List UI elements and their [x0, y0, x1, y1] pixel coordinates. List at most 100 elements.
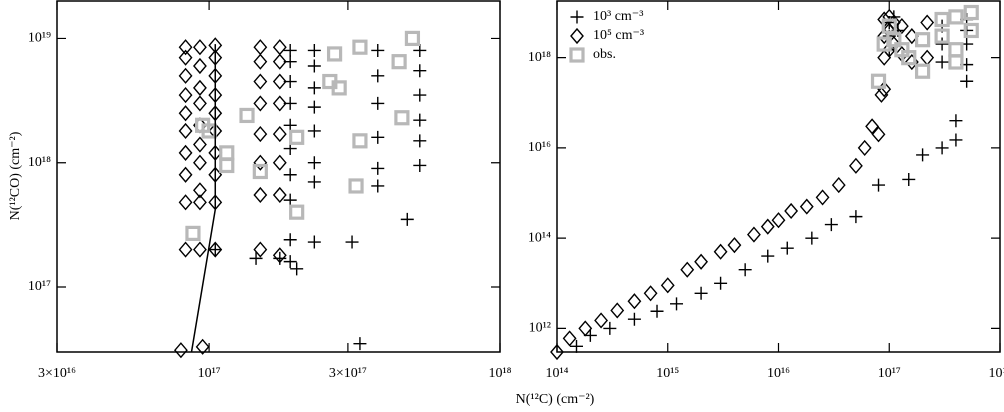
plus-point	[307, 59, 321, 73]
plus-point	[780, 241, 794, 255]
square-point	[289, 129, 305, 145]
plus-point	[761, 249, 775, 263]
model-line	[190, 44, 217, 353]
plus-point	[949, 114, 963, 128]
plus-point	[307, 81, 321, 95]
diamond-point	[877, 49, 892, 66]
x-tick-label: 10¹⁴	[545, 366, 568, 381]
diamond-point	[193, 136, 207, 153]
plus-point	[805, 231, 819, 245]
diamond-point	[562, 330, 577, 347]
square-point	[185, 225, 201, 241]
diamond-point	[848, 157, 863, 174]
y-axis-label: N(¹²CO) (cm⁻²)	[8, 131, 23, 220]
square-point	[901, 50, 917, 66]
plus-point	[307, 175, 321, 189]
x-tick-label: 10¹⁵	[656, 366, 679, 381]
x-axis-label: N(¹²C) (cm⁻²)	[516, 392, 595, 407]
plus-point	[413, 88, 427, 102]
y-tick-label: 10¹²	[529, 321, 551, 336]
plus-point	[413, 134, 427, 148]
plus-point	[935, 141, 949, 155]
square-point	[963, 4, 979, 21]
plus-point	[307, 124, 321, 138]
plus-point	[400, 212, 414, 226]
diamond-point	[178, 67, 193, 84]
plus-point	[960, 74, 974, 88]
square-point	[870, 73, 887, 89]
diamond-point	[831, 177, 846, 194]
diamond-point	[253, 53, 268, 70]
square-point	[331, 80, 347, 96]
diamond-point	[713, 243, 728, 260]
plus-point	[208, 243, 222, 257]
plus-point	[902, 172, 916, 186]
plus-point	[916, 148, 930, 162]
legend-label: obs.	[593, 47, 616, 62]
square-point	[881, 18, 897, 34]
diamond-point	[253, 241, 268, 258]
plus-point	[283, 233, 297, 247]
plus-point	[949, 133, 963, 147]
x-tick-label: 10¹⁸	[988, 366, 1004, 381]
square-point	[239, 107, 255, 124]
diamond-point	[272, 95, 287, 112]
legend-marker	[570, 27, 584, 45]
x-tick-label: 10¹⁷	[198, 366, 221, 381]
diamond-point	[193, 79, 207, 96]
diamond-point	[178, 122, 193, 140]
plus-point	[824, 218, 838, 232]
plus-point	[249, 251, 263, 265]
diamond-point	[727, 237, 742, 254]
diamond-point	[272, 186, 287, 204]
plus-point	[283, 75, 297, 89]
diamond-point	[193, 182, 207, 199]
square-point	[948, 42, 964, 58]
plus-point	[283, 43, 297, 57]
plus-point	[935, 37, 949, 51]
plus-point	[371, 130, 385, 144]
diamond-point	[253, 95, 268, 112]
diamond-point	[178, 194, 193, 211]
plus-point	[849, 210, 863, 224]
plus-point	[413, 113, 427, 127]
y-tick-label: 10¹⁸	[528, 50, 551, 65]
diamond-point	[865, 118, 880, 135]
diamond-point	[874, 86, 889, 103]
diamond-point	[747, 226, 761, 243]
diamond-point	[178, 49, 193, 66]
diamond-point	[253, 39, 268, 56]
diamond-point	[920, 49, 935, 66]
diamond-point	[173, 342, 188, 359]
plus-point	[413, 43, 427, 57]
plus-point	[345, 235, 359, 249]
diamond-point	[894, 18, 909, 35]
square-point	[394, 110, 410, 126]
diamond-point	[272, 125, 287, 143]
plus-point	[307, 156, 321, 170]
diamond-point	[193, 95, 207, 112]
diamond-point	[694, 253, 709, 270]
plus-point	[290, 262, 304, 276]
y-tick-label: 10¹⁴	[528, 230, 551, 245]
x-tick-label: 10¹⁶	[767, 366, 790, 381]
diamond-point	[193, 39, 207, 56]
plus-point	[273, 251, 287, 265]
diamond-point	[272, 53, 287, 70]
diamond-point	[857, 139, 872, 156]
plus-point	[283, 255, 297, 269]
plus-point	[670, 297, 684, 311]
plus-point	[283, 55, 297, 69]
diamond-point	[272, 39, 287, 56]
diamond-point	[594, 312, 608, 329]
diamond-point	[643, 285, 658, 302]
diamond-point	[627, 293, 642, 310]
plot-frame	[56, 0, 501, 353]
diamond-point	[253, 186, 268, 204]
diamond-point	[272, 73, 287, 90]
legend-marker	[569, 47, 585, 63]
diamond-point	[178, 144, 193, 161]
diamond-point	[178, 39, 193, 56]
legend-marker	[570, 10, 584, 24]
